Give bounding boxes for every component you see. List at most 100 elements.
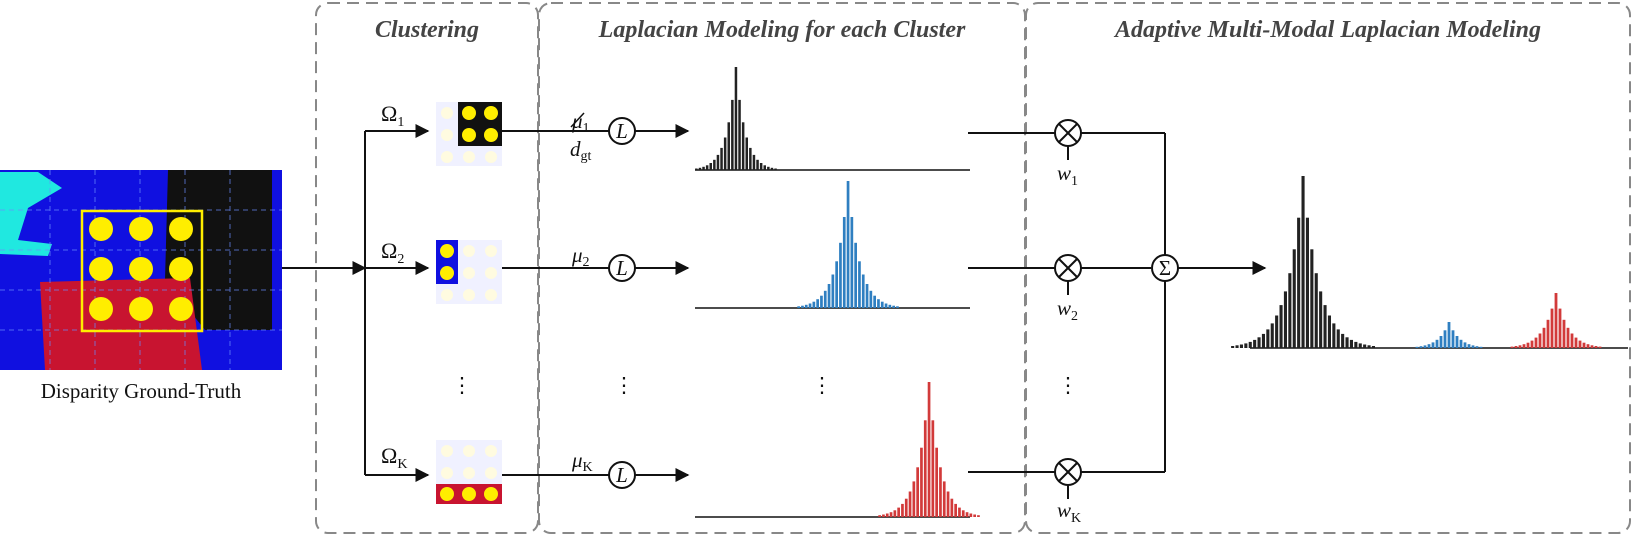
final-mode-k-bar (1562, 319, 1566, 348)
final-mode-k-bar (1534, 337, 1538, 348)
section-title-clustering: Clustering (375, 17, 479, 43)
final-mode-1-bar (1358, 343, 1362, 348)
laplacian-operator-2: L (608, 254, 636, 282)
distribution-2-bar (812, 301, 816, 308)
final-mode-k-bar (1566, 327, 1570, 348)
distribution-2-bar (877, 299, 880, 308)
disparity-ground-truth-image (0, 170, 282, 370)
final-mode-1-bar (1244, 343, 1248, 348)
final-mode-1-bar (1332, 323, 1336, 348)
final-mode-k-bar (1586, 344, 1590, 348)
final-mode-2-bar (1463, 342, 1467, 348)
distribution-1-bar (705, 165, 709, 170)
final-mode-2-bar (1479, 346, 1483, 348)
weight-label-2: w2 (1057, 296, 1078, 324)
distribution-k-bar (977, 515, 980, 517)
distribution-k-bar (950, 498, 954, 517)
distribution-k-bar (882, 514, 885, 517)
omega-label-1: Ω1 (381, 101, 404, 130)
distribution-k-bar (920, 447, 923, 517)
final-mode-1-bar (1297, 217, 1301, 348)
distribution-2-bar (801, 305, 804, 308)
distribution-1-bar (702, 166, 705, 170)
distribution-2-bar (804, 304, 808, 308)
final-distribution-mode-1 (1231, 176, 1375, 348)
mu-ellipsis: ⋮ (614, 373, 635, 397)
final-mode-1-bar (1253, 339, 1257, 348)
final-mode-k-bar (1582, 342, 1586, 348)
svg-text:L: L (615, 256, 628, 280)
distribution-k-bar (965, 512, 969, 517)
final-mode-1-bar (1336, 329, 1340, 348)
final-mode-1-bar (1349, 339, 1353, 348)
distribution-1-bar (774, 168, 777, 170)
distribution-k-bar (939, 467, 942, 517)
final-mode-k-bar (1554, 293, 1558, 348)
final-mode-1-bar (1266, 329, 1270, 348)
clustering-panel (315, 2, 539, 534)
cluster-thumbnail-1 (436, 102, 502, 166)
distribution-1-bar (734, 67, 738, 170)
final-mode-2-bar (1451, 330, 1455, 348)
final-mode-k-bar (1530, 340, 1534, 348)
final-mode-k-bar (1514, 346, 1518, 348)
distribution-2-bar (842, 217, 846, 308)
final-mode-k-bar (1522, 344, 1526, 348)
distribution-1-bar (767, 166, 770, 170)
distribution-k-bar (931, 420, 935, 517)
final-mode-2-bar (1475, 346, 1479, 348)
final-mode-2-bar (1423, 345, 1427, 348)
final-mode-1-bar (1283, 291, 1287, 348)
distribution-k-bar (904, 498, 908, 517)
final-mode-k-bar (1578, 340, 1582, 348)
distribution-1-bar (745, 137, 748, 170)
distribution-2-bar (820, 295, 823, 308)
mu-label-k: μK (571, 448, 593, 475)
distribution-k-bar (885, 513, 889, 517)
final-mode-1-bar (1239, 344, 1243, 348)
distribution-2-bar (808, 303, 812, 308)
distribution-k (878, 382, 980, 517)
final-distribution-mode-k (1510, 293, 1602, 348)
distribution-2-bar (869, 290, 873, 308)
distribution-2 (797, 181, 899, 308)
distribution-k-bar (969, 513, 973, 517)
laplacian-operator-1: L (608, 117, 636, 145)
distribution-1-bar (759, 163, 763, 170)
dgt-label: dgt (570, 137, 592, 164)
final-mode-k-bar (1558, 308, 1562, 348)
final-mode-2-bar (1435, 339, 1439, 348)
distribution-1-bar (741, 122, 745, 170)
final-mode-2-bar (1459, 339, 1463, 348)
distribution-2-bar (835, 261, 838, 308)
cluster-thumbnail-k (436, 440, 502, 504)
multiply-node-2 (1054, 254, 1082, 282)
final-mode-k-bar (1526, 342, 1530, 348)
final-mode-1-bar (1327, 315, 1331, 348)
distribution-k-bar (916, 467, 919, 517)
distribution-2-bar (861, 274, 865, 308)
distribution-1-bar (698, 167, 702, 170)
final-mode-2-bar (1415, 346, 1419, 348)
distribution-1-bar (731, 99, 734, 170)
final-mode-1-bar (1354, 341, 1358, 348)
multiply-node-k (1054, 458, 1082, 486)
final-mode-2-bar (1427, 344, 1431, 348)
omega-label-2: Ω2 (381, 238, 404, 267)
final-mode-k-bar (1574, 337, 1578, 348)
distribution-k-bar (946, 491, 950, 517)
distribution-2-bar (816, 299, 819, 308)
distribution-k-bar (901, 503, 904, 517)
distribution-k-bar (912, 481, 916, 517)
final-mode-1-bar (1257, 337, 1261, 348)
distribution-k-bar (942, 481, 946, 517)
laplacian-operator-k: L (608, 461, 636, 489)
distribution-1-bar (749, 147, 752, 170)
clustering-ellipsis: ⋮ (452, 373, 473, 397)
final-mode-k-bar (1538, 333, 1542, 348)
final-mode-1-bar (1371, 346, 1375, 348)
distribution-k-bar (923, 420, 927, 517)
distribution-2-bar (888, 304, 892, 308)
final-mode-1-bar (1288, 273, 1292, 348)
distribution-2-bar (827, 284, 831, 308)
